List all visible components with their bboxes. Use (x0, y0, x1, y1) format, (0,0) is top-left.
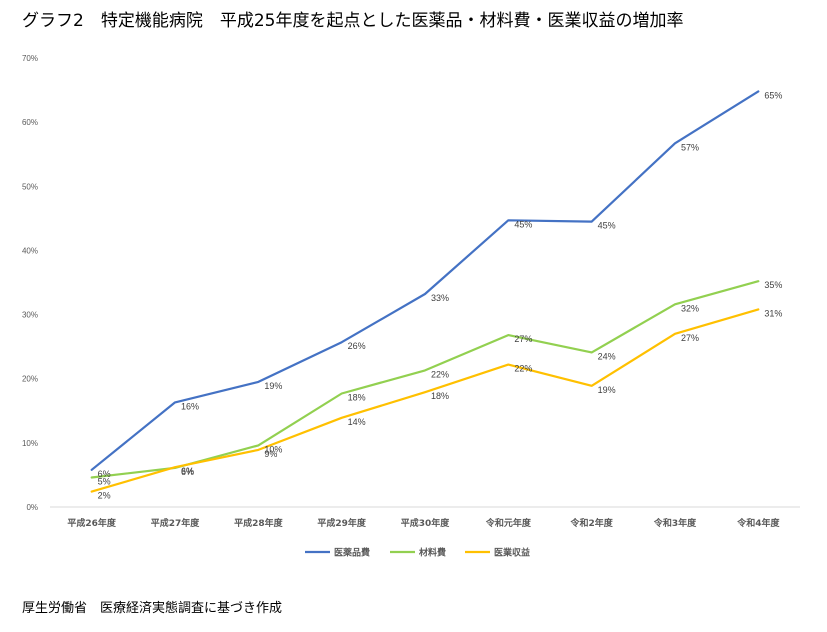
data-label: 2% (98, 491, 111, 501)
data-label: 65% (764, 90, 782, 100)
data-label: 22% (514, 364, 532, 374)
source-note: 厚生労働省 医療経済実態調査に基づき作成 (22, 601, 283, 616)
legend-label: 材料費 (418, 547, 446, 559)
series-lines (90, 90, 760, 493)
data-label: 10% (264, 444, 282, 454)
data-label: 6% (181, 466, 194, 476)
y-tick-label: 50% (22, 182, 38, 191)
data-label: 32% (681, 303, 699, 313)
legend-label: 医業収益 (494, 547, 530, 559)
y-axis: 0% 10% 20% 30% 40% 50% 60% 70% (22, 54, 38, 512)
series-line-2 (90, 308, 760, 493)
data-label: 18% (348, 392, 366, 402)
data-label: 14% (348, 417, 366, 427)
x-tick-label: 令和3年度 (653, 517, 697, 529)
data-label: 26% (348, 341, 366, 351)
x-tick-label: 令和4年度 (736, 517, 780, 529)
x-tick-label: 平成26年度 (67, 517, 117, 529)
y-tick-label: 70% (22, 54, 38, 63)
data-label: 22% (431, 369, 449, 379)
data-label: 45% (598, 221, 616, 231)
data-label: 5% (98, 476, 111, 486)
data-label: 31% (764, 308, 782, 318)
series-line-0 (90, 90, 760, 471)
x-tick-label: 令和元年度 (485, 517, 532, 529)
data-label: 19% (264, 381, 282, 391)
x-tick-label: 平成28年度 (234, 517, 284, 529)
x-tick-label: 令和2年度 (570, 517, 614, 529)
legend-label: 医薬品費 (334, 547, 370, 559)
data-label: 6% (98, 469, 111, 479)
data-label: 57% (681, 142, 699, 152)
y-tick-label: 40% (22, 246, 38, 255)
y-tick-label: 10% (22, 439, 38, 448)
x-tick-label: 平成27年度 (151, 517, 201, 529)
y-tick-label: 60% (22, 118, 38, 127)
data-label: 35% (764, 280, 782, 290)
data-label: 9% (264, 449, 277, 459)
x-tick-label: 平成30年度 (401, 517, 451, 529)
data-label: 19% (598, 385, 616, 395)
data-label: 18% (431, 391, 449, 401)
x-axis: 平成26年度 平成27年度 平成28年度 平成29年度 平成30年度 令和元年度 令和2年度… (50, 506, 800, 529)
data-label: 27% (681, 333, 699, 343)
data-labels: 6%16%19%26%33%45% 45%57%65%5%6%10%18%22%2… (98, 90, 783, 500)
chart-title: グラフ2 特定機能病院 平成25年度を起点とした医薬品・材料費・医業収益の増加率 (22, 11, 684, 31)
data-label: 6% (181, 467, 194, 477)
y-tick-label: 30% (22, 311, 38, 320)
x-tick-label: 平成29年度 (317, 517, 367, 529)
data-label: 27% (514, 334, 532, 344)
y-tick-label: 0% (26, 503, 38, 512)
data-label: 45% (514, 219, 532, 229)
y-tick-label: 20% (22, 375, 38, 384)
series-line-1 (90, 280, 760, 479)
data-label: 24% (598, 351, 616, 361)
data-label: 33% (431, 293, 449, 303)
data-label: 16% (181, 401, 199, 411)
legend: 医薬品費 材料費 医業収益 (305, 547, 530, 559)
